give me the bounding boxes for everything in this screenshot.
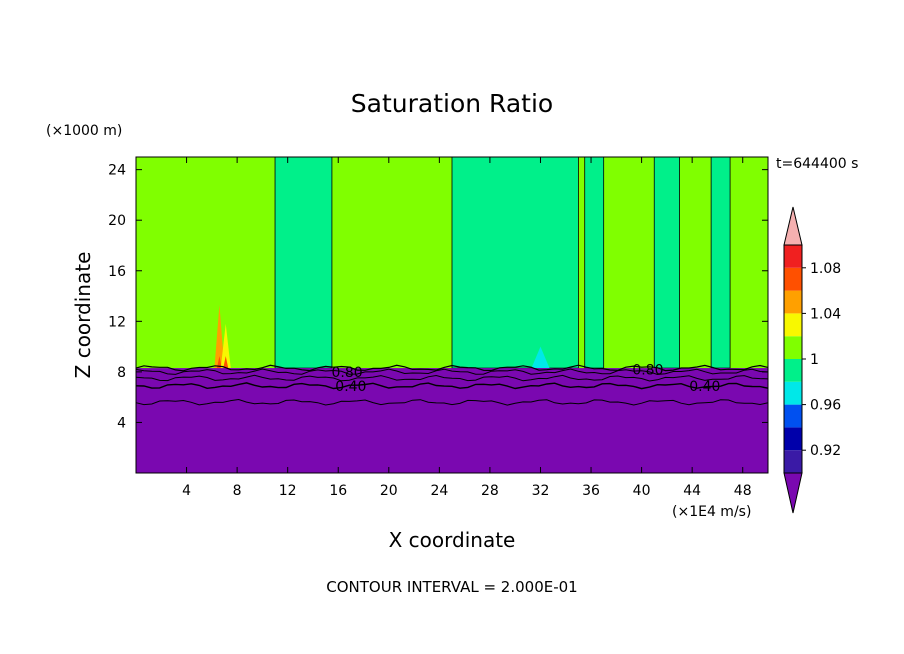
colorbar-tick-label: 0.96 [810,398,841,414]
contour-label: 0.80 [332,365,363,381]
chart-title: Saturation Ratio [351,89,553,118]
supersaturated-spot [214,304,225,369]
colorbar-segment [784,359,802,382]
colorbar-segment [784,290,802,314]
colorbar-over-triangle [783,206,803,246]
x-tick-label: 4 [182,483,191,499]
plot-area: 0.800.400.800.40 [135,156,769,474]
contour-labels: 0.800.400.800.40 [332,362,721,394]
near-saturated-band [451,156,579,369]
colorbar-tick-label: 0.92 [810,443,841,459]
contour-line [135,382,769,390]
colorbar-tick-label: 1 [810,352,819,368]
colorbar-segment [784,450,802,473]
x-tick-label: 24 [430,483,448,499]
x-tick-label: 8 [233,483,242,499]
contour-line [135,368,769,376]
x-units-label: (×1E4 m/s) [672,504,751,520]
contour-label: 0.40 [335,379,366,395]
colorbar-segment [784,381,802,405]
near-saturated-band [274,156,333,369]
time-label: t=644400 s [776,156,858,172]
y-tick-label: 8 [117,365,126,381]
y-units-label: (×1000 m) [46,123,122,139]
x-axis-ticks: 4 8 12 16 20 24 28 32 36 40 44 48 [182,157,752,499]
supersaturated-spots [214,304,550,369]
colorbar: 0.92 0.96 1 1.04 1.08 [783,206,841,514]
y-axis-label: Z coordinate [71,252,95,379]
plot-frame [135,156,769,474]
supersaturated-spot [220,323,231,369]
contour-interval-footer: CONTOUR INTERVAL = 2.000E-01 [326,578,577,596]
x-tick-label: 20 [380,483,398,499]
colorbar-tick-label: 1.08 [810,261,841,277]
contour-label: 0.40 [689,379,720,395]
contour-line [135,364,769,372]
x-tick-label: 12 [279,483,297,499]
sub-saturated-spot [531,346,550,369]
x-axis-label: X coordinate [389,528,516,552]
colorbar-segment [784,427,802,451]
contour-label: 0.80 [632,362,663,378]
x-tick-label: 32 [532,483,550,499]
supersaturated-core [223,356,229,369]
colorbar-under-triangle [783,472,803,514]
x-tick-label: 36 [582,483,600,499]
y-axis-ticks: 4 8 12 16 20 24 [108,163,768,431]
contour-line [135,374,769,382]
colorbar-tick-label: 1.04 [810,306,841,322]
colorbar-segment [784,336,802,359]
x-tick-label: 48 [734,483,752,499]
supersaturated-core [216,356,222,369]
contour-line [135,398,769,406]
near-saturated-bands [274,156,731,369]
contour-lines [135,364,769,406]
y-tick-label: 20 [108,213,126,229]
x-tick-label: 16 [329,483,347,499]
colorbar-segment [784,313,802,337]
colorbar-segment [784,245,802,268]
y-tick-label: 4 [117,415,126,431]
y-tick-label: 12 [108,314,126,330]
near-saturated-band [653,156,680,369]
x-tick-label: 28 [481,483,499,499]
x-tick-label: 40 [633,483,651,499]
x-tick-label: 44 [683,483,701,499]
near-saturated-band [710,156,731,369]
near-saturated-band [584,156,605,369]
y-tick-label: 24 [108,163,126,179]
colorbar-segment [784,404,802,428]
colorbar-segment [784,267,802,291]
y-tick-label: 16 [108,264,126,280]
